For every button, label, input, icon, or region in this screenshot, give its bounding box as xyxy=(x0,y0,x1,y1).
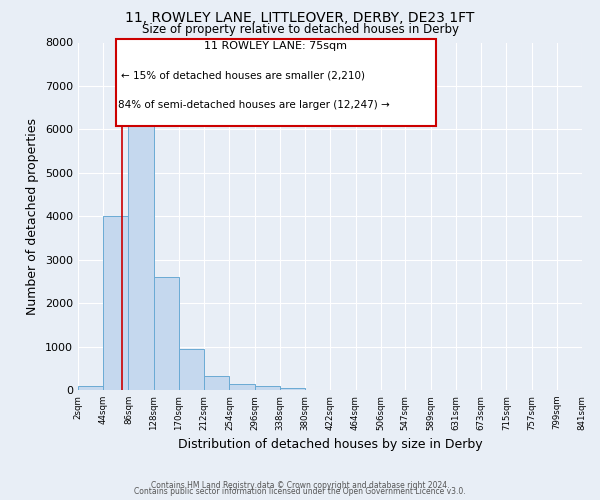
Bar xyxy=(179,348,204,390)
Bar xyxy=(229,384,254,390)
Text: Size of property relative to detached houses in Derby: Size of property relative to detached ho… xyxy=(142,24,458,36)
Bar xyxy=(254,386,280,390)
Text: ← 15% of detached houses are smaller (2,210): ← 15% of detached houses are smaller (2,… xyxy=(121,70,365,81)
Bar xyxy=(103,216,128,390)
Y-axis label: Number of detached properties: Number of detached properties xyxy=(26,118,40,315)
Text: 11, ROWLEY LANE, LITTLEOVER, DERBY, DE23 1FT: 11, ROWLEY LANE, LITTLEOVER, DERBY, DE23… xyxy=(125,11,475,25)
X-axis label: Distribution of detached houses by size in Derby: Distribution of detached houses by size … xyxy=(178,438,482,451)
Bar xyxy=(78,386,103,390)
Bar xyxy=(204,376,229,390)
Text: Contains public sector information licensed under the Open Government Licence v3: Contains public sector information licen… xyxy=(134,488,466,496)
Text: Contains HM Land Registry data © Crown copyright and database right 2024.: Contains HM Land Registry data © Crown c… xyxy=(151,480,449,490)
Bar xyxy=(128,104,154,390)
Text: 84% of semi-detached houses are larger (12,247) →: 84% of semi-detached houses are larger (… xyxy=(118,100,390,110)
Bar xyxy=(116,39,436,126)
Bar xyxy=(154,277,179,390)
Text: 11 ROWLEY LANE: 75sqm: 11 ROWLEY LANE: 75sqm xyxy=(205,41,347,51)
Bar xyxy=(280,388,305,390)
